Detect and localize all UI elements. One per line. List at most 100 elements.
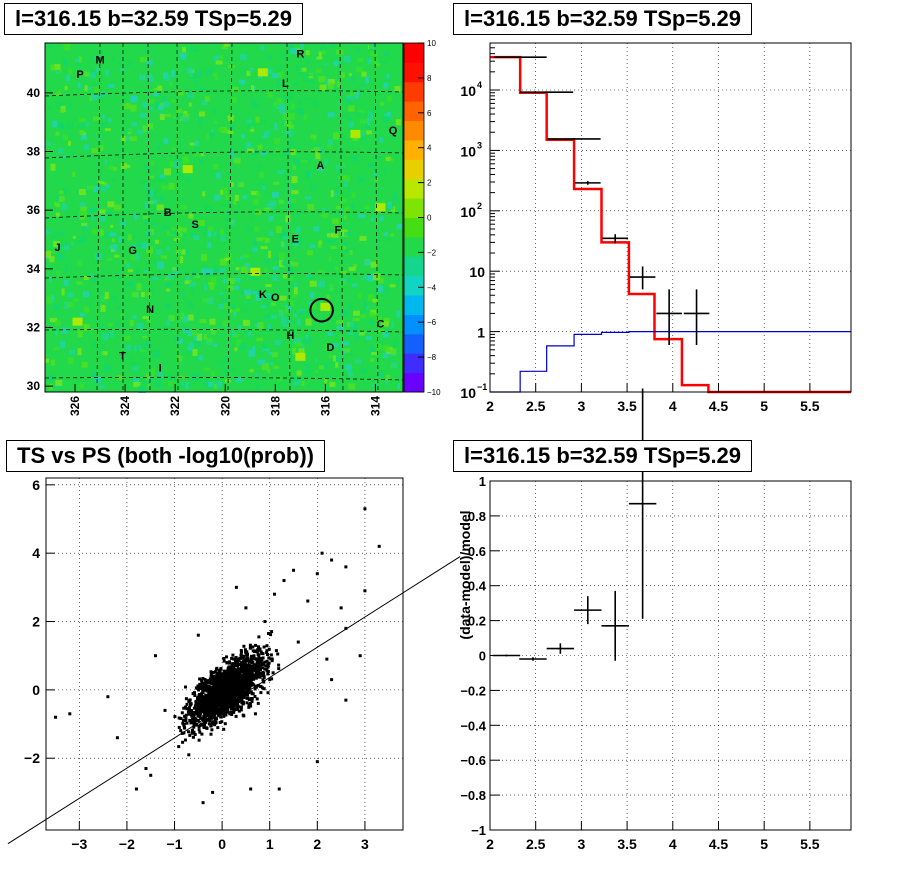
scatter-point	[225, 703, 229, 707]
spectrum-y-tick-label: 1	[477, 325, 485, 341]
map-pixel	[146, 183, 150, 191]
map-pixel	[234, 194, 239, 201]
scatter-point	[180, 711, 184, 715]
map-pixel	[313, 226, 320, 232]
residual-x-tick-label: 2	[486, 836, 494, 852]
scatter-point	[185, 702, 189, 706]
map-pixel	[365, 306, 369, 310]
scatter-point	[259, 691, 263, 695]
map-pixel	[79, 215, 85, 220]
scatter-point	[256, 664, 260, 668]
map-pixel	[68, 349, 75, 355]
map-pixel	[53, 347, 60, 351]
map-pixel	[267, 92, 273, 98]
scatter-point	[205, 707, 209, 711]
scatter-x-tick-label: 0	[218, 836, 226, 852]
map-pixel	[255, 384, 260, 391]
map-pixel	[152, 92, 159, 97]
scatter-point	[263, 660, 267, 664]
map-pixel	[61, 253, 65, 261]
scatter-point	[222, 714, 226, 718]
map-pixel	[180, 227, 187, 233]
map-pixel	[60, 341, 66, 349]
spectrum-frame	[489, 42, 852, 393]
scatter-x-tick-label: 3	[361, 836, 369, 852]
scatter-point	[234, 660, 238, 664]
map-source-label: P	[76, 69, 83, 81]
map-pixel	[301, 381, 305, 387]
scatter-point	[236, 707, 239, 711]
map-pixel	[282, 95, 288, 100]
map-pixel	[194, 141, 199, 147]
map-pixel	[218, 304, 225, 309]
map-pixel	[137, 129, 145, 135]
map-pixel	[262, 185, 265, 190]
map-pixel	[101, 114, 105, 119]
scatter-point	[247, 703, 251, 707]
map-pixel	[159, 114, 165, 121]
map-pixel	[264, 130, 271, 135]
map-pixel	[121, 353, 126, 358]
map-pixel	[182, 325, 189, 330]
scatter-point	[247, 698, 251, 701]
map-pixel	[288, 112, 295, 120]
scatter-y-tick-label: −2	[24, 750, 40, 766]
scatter-point	[192, 723, 196, 727]
map-pixel	[396, 224, 404, 230]
map-pixel	[271, 352, 278, 358]
map-pixel	[170, 70, 175, 78]
scatter-point	[282, 579, 286, 583]
scatter-point	[247, 668, 251, 672]
map-pixel	[246, 119, 253, 124]
map-pixel	[361, 130, 365, 137]
map-pixel	[338, 175, 346, 180]
map-pixel	[386, 73, 390, 79]
map-pixel	[253, 238, 259, 246]
colorbar-tick-label: 2	[427, 179, 432, 188]
scatter-point	[196, 719, 200, 722]
scatter-point	[259, 671, 263, 675]
scatter-point	[201, 708, 205, 712]
map-pixel	[354, 335, 360, 340]
map-pixel	[83, 276, 89, 280]
map-pixel	[293, 379, 301, 386]
map-pixel	[339, 281, 347, 285]
map-pixel	[278, 106, 286, 114]
scatter-point	[277, 667, 281, 671]
map-pixel	[166, 181, 170, 185]
map-source-label: J	[54, 242, 60, 254]
map-pixel	[367, 164, 375, 168]
scatter-point	[218, 712, 222, 715]
scatter-point	[204, 684, 208, 688]
scatter-point	[239, 653, 243, 657]
map-pixel	[281, 241, 284, 247]
scatter-point	[261, 652, 265, 656]
map-pixel	[91, 148, 99, 154]
scatter-point	[242, 701, 246, 705]
map-pixel	[345, 98, 352, 104]
map-pixel	[343, 175, 350, 183]
scatter-point	[239, 697, 243, 701]
map-pixel	[308, 301, 313, 308]
map-pixel	[282, 117, 287, 125]
scatter-point	[201, 704, 205, 707]
scatter-point	[239, 705, 243, 709]
colorbar-band	[404, 217, 424, 238]
scatter-point	[261, 656, 265, 660]
map-pixel	[91, 94, 98, 101]
scatter-point	[248, 685, 252, 689]
map-pixel	[255, 373, 259, 378]
map-pixel	[188, 213, 194, 219]
scatter-point	[182, 725, 186, 729]
map-pixel	[340, 72, 345, 79]
map-pixel	[315, 152, 321, 160]
map-pixel	[147, 201, 154, 204]
scatter-point	[228, 660, 232, 664]
map-pixel	[271, 73, 279, 79]
map-pixel	[84, 85, 88, 92]
map-pixel	[385, 378, 389, 385]
map-pixel	[334, 187, 339, 194]
map-pixel	[63, 187, 68, 195]
map-pixel	[202, 100, 209, 105]
map-pixel	[315, 370, 319, 374]
